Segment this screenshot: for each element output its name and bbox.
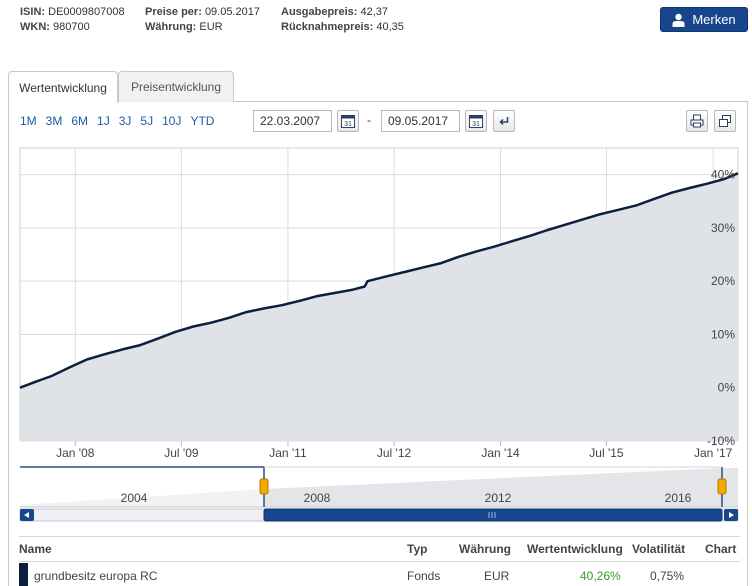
waehrung-label: Währung: [145,21,197,33]
grip-icon [488,512,496,518]
arrow-right-icon [729,512,734,518]
navigator-label: 2016 [665,491,692,505]
date-from-calendar-button[interactable]: 31 [337,110,359,132]
y-tick-label: 40% [711,168,735,182]
chart-panel [8,101,748,586]
range-1j[interactable]: 1J [97,114,110,128]
ruecknahme-value: 40,35 [376,21,404,33]
range-6m[interactable]: 6M [71,114,89,128]
navigator-series-out [20,489,264,507]
y-tick-label: -10% [707,434,735,448]
range-1m[interactable]: 1M [20,114,37,128]
date-separator: - [367,113,371,127]
ruecknahme-label: Rücknahmepreis: [281,21,374,33]
calendar-icon: 31 [469,115,483,128]
user-icon [672,13,685,27]
merken-label: Merken [692,12,736,27]
tab-preisentwicklung[interactable]: Preisentwicklung [118,71,234,102]
tab-wertentwicklung[interactable]: Wertentwicklung [8,71,118,103]
row-typ: Fonds [407,569,441,583]
wkn-label: WKN: [20,21,50,33]
row-name[interactable]: grundbesitz europa RC [34,569,158,583]
price-info: Preise per: 09.05.2017 Währung: EUR [145,5,260,35]
x-tick-label: Jul '15 [589,446,624,460]
print-icon [690,114,704,128]
preise-label: Preise per: [145,6,202,18]
navigator-series [264,468,738,507]
calendar-icon: 31 [341,115,355,128]
y-tick-label: 0% [718,381,736,395]
svg-text:31: 31 [472,121,480,128]
arrow-left-icon [24,512,29,518]
isin-value: DE0009807008 [48,6,125,18]
x-tick-label: Jan '14 [481,446,520,460]
scrollbar-thumb[interactable] [263,508,723,522]
row-volatilitaet: 0,75% [650,569,685,583]
navigator-label: 2004 [121,491,148,505]
navigator-handle-right[interactable] [717,478,727,495]
col-header-wertentwicklung[interactable]: Wertentwicklung [527,542,623,556]
navigator-label: 2012 [485,491,512,505]
date-to-calendar-button[interactable]: 31 [465,110,487,132]
range-5j[interactable]: 5J [140,114,154,128]
range-ytd[interactable]: YTD [190,114,215,128]
popout-button[interactable] [714,110,736,132]
x-tick-label: Jul '12 [377,446,412,460]
svg-text:31: 31 [344,121,352,128]
col-header-chart[interactable]: Chart [705,542,737,556]
enter-icon [499,117,509,126]
col-header-typ[interactable]: Typ [407,542,428,556]
apply-dates-button[interactable] [493,110,515,132]
isin-label: ISIN: [20,6,46,18]
col-header-waehrung[interactable]: Währung [459,542,511,556]
merken-button[interactable]: Merken [660,7,748,32]
navigator-handle-left[interactable] [259,478,269,495]
row-wertentwicklung: 40,26% [580,569,621,583]
x-tick-label: Jan '17 [694,446,733,460]
date-to-input[interactable]: 09.05.2017 [381,110,460,132]
series-area [20,173,738,442]
col-header-name[interactable]: Name [19,542,52,556]
tab-divider [8,101,748,102]
x-tick-label: Jan '11 [269,446,307,460]
date-from-input[interactable]: 22.03.2007 [253,110,332,132]
y-tick-label: 30% [711,221,735,235]
y-tick-label: 20% [711,274,735,288]
wkn-value: 980700 [53,21,90,33]
fund-identifiers: ISIN: DE0009807008 WKN: 980700 [20,5,125,35]
popout-icon [719,115,731,127]
range-10j[interactable]: 10J [162,114,182,128]
table-header [19,536,740,562]
series-line [19,172,739,389]
ausgabe-label: Ausgabepreis: [281,6,358,18]
col-header-volatilitaet[interactable]: Volatilität [632,542,686,556]
series-color-swatch [19,563,28,586]
preise-value: 09.05.2017 [204,6,260,18]
price-values: Ausgabepreis: 42,37 Rücknahmepreis: 40,3… [281,5,404,35]
range-3j[interactable]: 3J [118,114,132,128]
navigator-label: 2008 [304,491,331,505]
range-3m[interactable]: 3M [45,114,63,128]
y-tick-label: 10% [711,327,735,341]
row-waehrung: EUR [484,569,510,583]
print-button[interactable] [686,110,708,132]
x-tick-label: Jan '08 [56,446,95,460]
waehrung-value: EUR [199,21,223,33]
range-selector: 1M 3M 6M 1J 3J 5J 10J YTD [20,114,223,128]
x-tick-label: Jul '09 [164,446,199,460]
ausgabe-value: 42,37 [360,6,389,18]
